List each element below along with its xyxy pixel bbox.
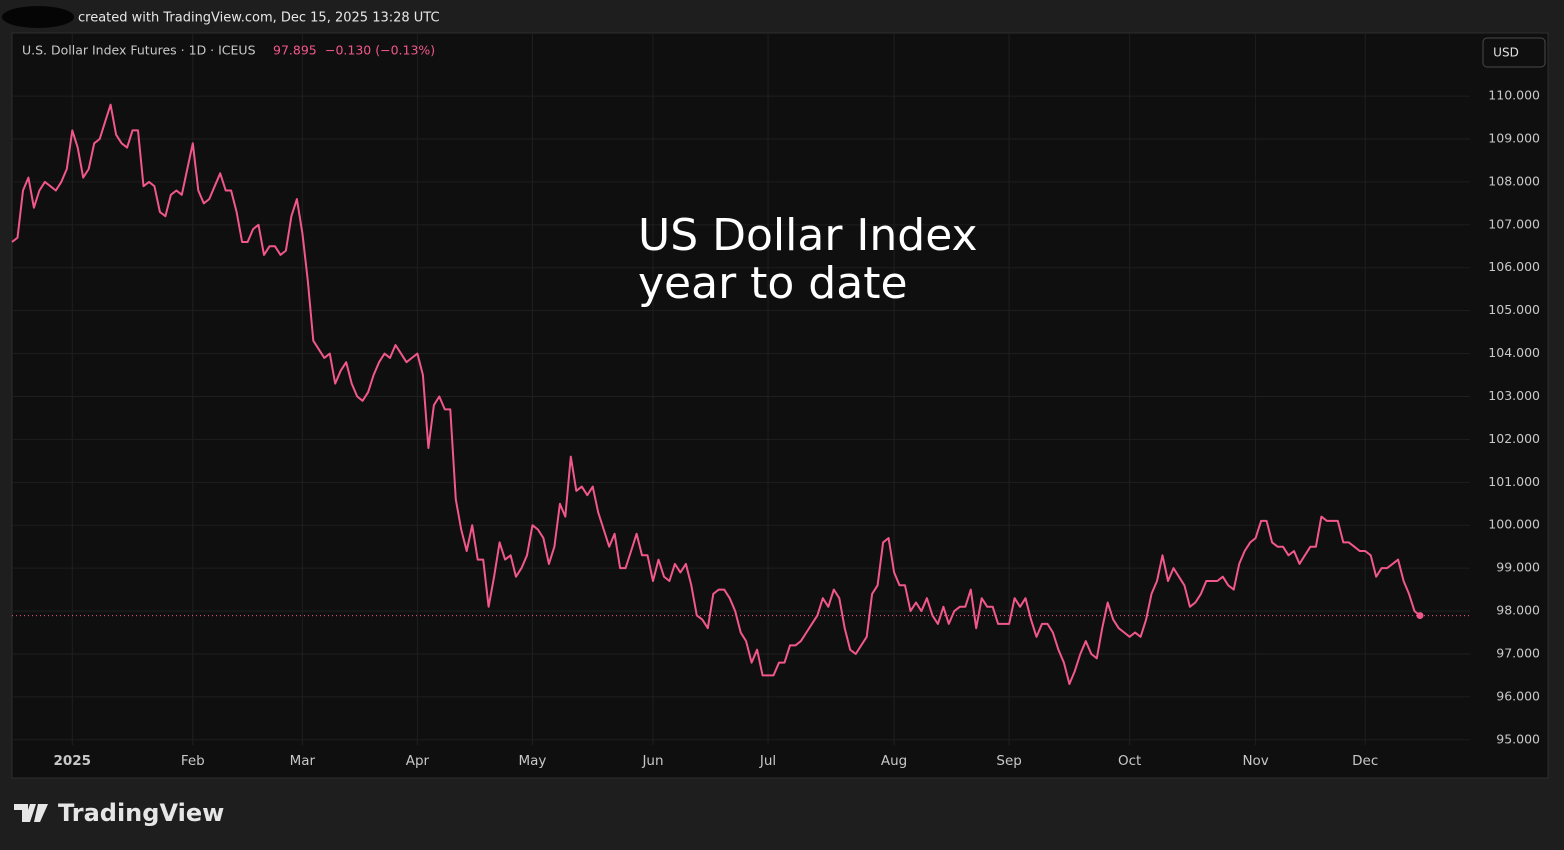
y-tick-label: 107.000 [1488,216,1540,231]
y-tick-label: 97.000 [1496,645,1540,660]
x-tick-label: May [519,753,547,769]
logo-text: TradingView [58,799,224,827]
logo-icon [14,804,48,822]
annotation: year to date [638,258,908,309]
y-tick-label: 106.000 [1488,259,1540,274]
x-tick-label: Sep [996,753,1021,769]
y-tick-label: 96.000 [1496,688,1540,703]
symbol: U.S. Dollar Index Futures · 1D · ICEUS [22,43,256,58]
currency[interactable]: USD [1493,46,1519,60]
y-tick-label: 109.000 [1488,130,1540,145]
x-tick-label: 2025 [53,753,91,769]
x-tick-label: Jul [759,753,776,769]
price-line-series [11,103,1421,685]
x-tick-label: Nov [1242,753,1268,769]
y-tick-label: 108.000 [1488,173,1540,188]
y-tick-label: 100.000 [1488,517,1540,532]
logo: TradingView [14,799,224,827]
x-tick-label: Feb [181,753,205,769]
y-tick-label: 98.000 [1496,603,1540,618]
x-tick-label: Jun [641,753,663,769]
watermark: created with TradingView.com, Dec 15, 20… [78,11,440,26]
y-tick-label: 102.000 [1488,431,1540,446]
y-tick-label: 103.000 [1488,388,1540,403]
y-tick-label: 99.000 [1496,560,1540,575]
last-point [1416,612,1424,620]
x-tick-label: Apr [406,753,430,769]
currency-button[interactable] [1482,37,1546,68]
y-tick-label: 95.000 [1496,731,1540,746]
redaction [2,6,74,28]
y-tick-label: 105.000 [1488,302,1540,317]
x-tick-label: Dec [1352,753,1378,769]
y-tick-label: 101.000 [1488,474,1540,489]
y-tick-label: 110.000 [1488,88,1540,103]
y-tick-label: 104.000 [1488,345,1540,360]
price: 97.895 [273,43,317,58]
chart-pane [11,32,1549,779]
annotation: US Dollar Index [638,210,978,261]
x-tick-label: Oct [1118,753,1141,769]
grid [12,33,1470,745]
x-tick-label: Aug [881,753,907,769]
change: −0.130 (−0.13%) [325,43,435,58]
x-tick-label: Mar [290,753,316,769]
